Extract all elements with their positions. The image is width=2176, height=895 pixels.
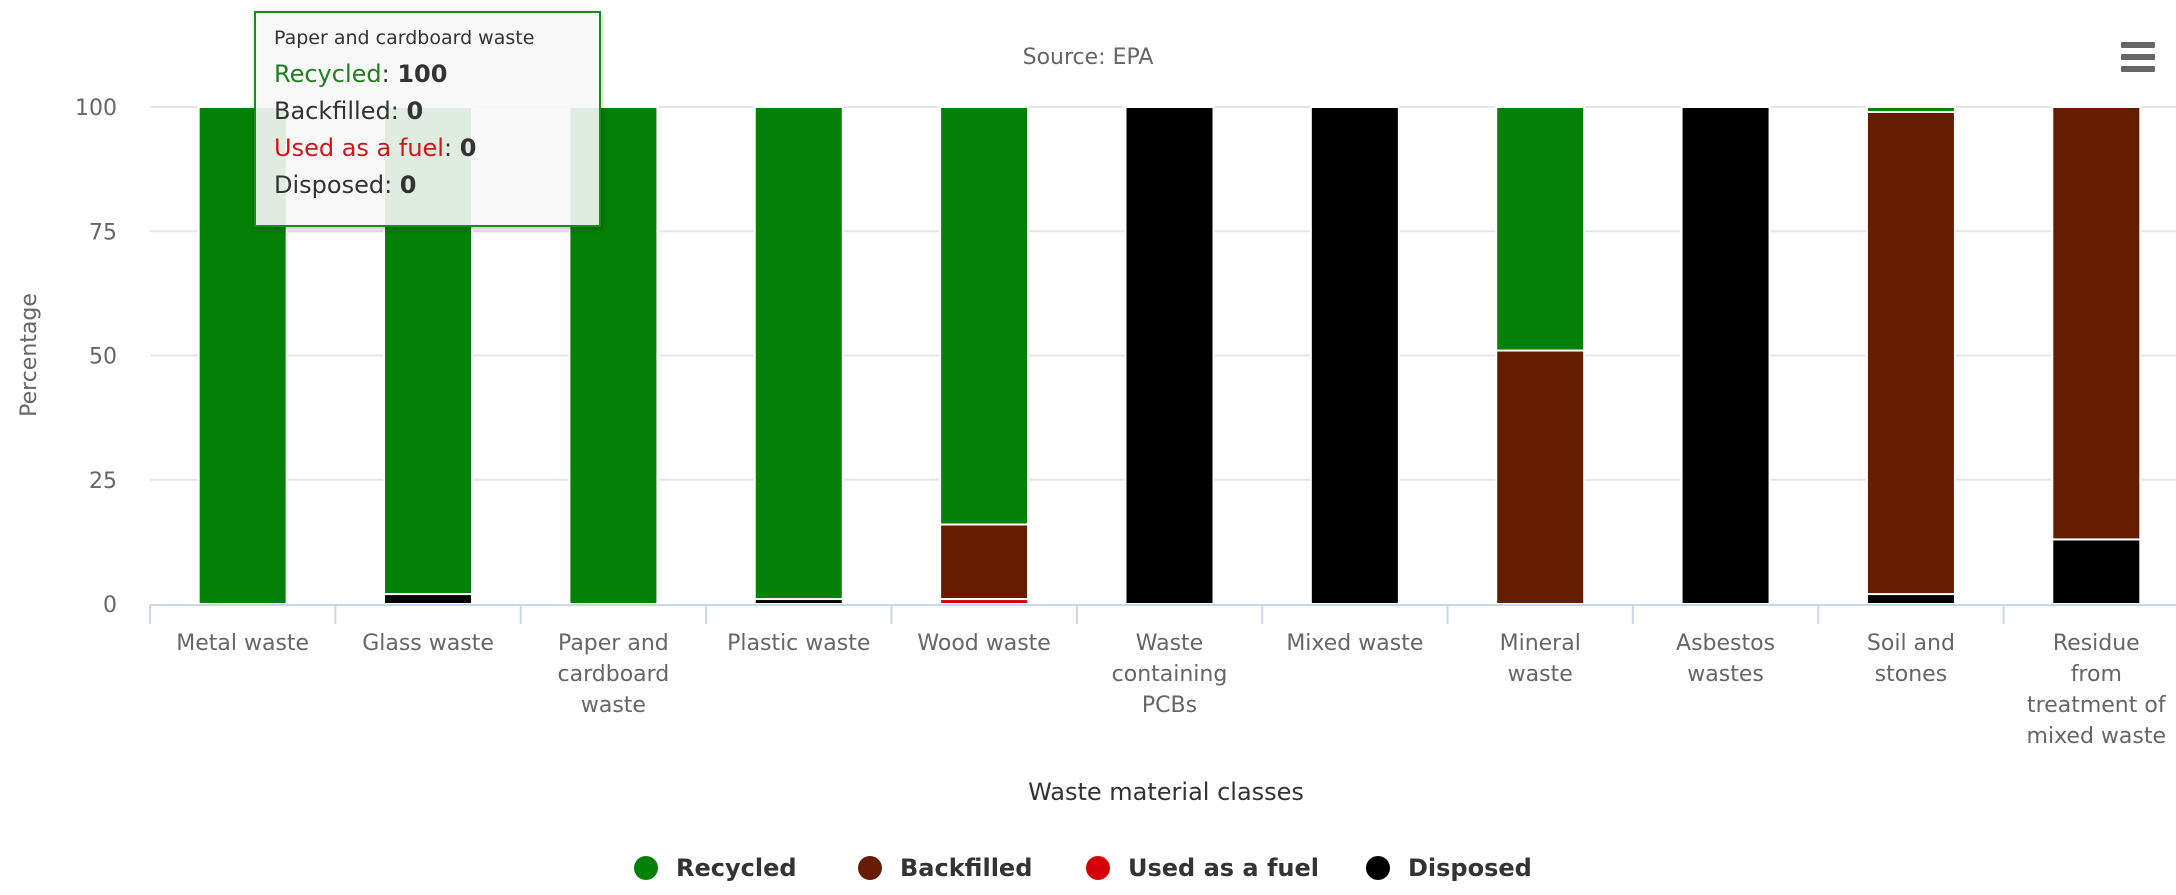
- tooltip-value-disposed: 0: [399, 171, 417, 199]
- x-tick-label: Paper and cardboard waste: [558, 631, 670, 718]
- x-tick-label: Residue from treatment of mixed waste: [2027, 631, 2167, 749]
- bar-disposed-mixed-waste[interactable]: [1309, 106, 1400, 605]
- y-axis-title: Percentage: [17, 293, 42, 417]
- x-tick-label: Asbestos wastes: [1676, 631, 1775, 687]
- bar-recycled-soil-and-stones[interactable]: [1865, 106, 1956, 113]
- x-tick-label: Mineral waste: [1500, 631, 1581, 687]
- x-tick-label: Glass waste: [362, 631, 494, 656]
- legend-label: Backfilled: [900, 854, 1032, 882]
- y-tick-label: 50: [89, 345, 117, 370]
- x-tick-label: Metal waste: [176, 631, 309, 656]
- y-tick-label: 100: [75, 96, 117, 121]
- tooltip-row-backfilled: Backfilled: 0: [274, 97, 424, 125]
- legend-item-used-as-a-fuel[interactable]: Used as a fuel: [1086, 854, 1319, 882]
- chart-subtitle: Source: EPA: [1023, 45, 1154, 70]
- bar-series: [197, 106, 2142, 606]
- bar-recycled-wood-waste[interactable]: [939, 106, 1030, 526]
- legend-marker-backfilled: [858, 856, 882, 880]
- bar-disposed-waste-containing-pcbs[interactable]: [1124, 106, 1215, 605]
- x-axis: Metal waste Glass waste Paper and cardboard…: [149, 604, 2176, 749]
- bar-disposed-residue-from-treatment-of-mixed-waste[interactable]: [2051, 538, 2142, 606]
- tooltip-row-used-as-fuel: Used as a fuel: 0: [274, 134, 477, 162]
- y-tick-label: 25: [89, 469, 117, 494]
- bar-disposed-soil-and-stones[interactable]: [1865, 593, 1956, 605]
- x-tick-label: Plastic waste: [727, 631, 870, 656]
- legend-item-recycled[interactable]: Recycled: [634, 854, 797, 882]
- tooltip-label-used-as-fuel: Used as a fuel: [274, 134, 444, 162]
- bar-backfilled-wood-waste[interactable]: [939, 523, 1030, 601]
- x-tick-label: Soil and stones: [1867, 631, 1955, 687]
- bar-backfilled-soil-and-stones[interactable]: [1865, 110, 1956, 596]
- legend-label: Used as a fuel: [1128, 854, 1319, 882]
- tooltip-label-recycled: Recycled: [274, 60, 382, 88]
- bar-backfilled-mineral-waste[interactable]: [1495, 349, 1586, 605]
- hamburger-menu-icon-line-2: [2121, 54, 2155, 60]
- bar-disposed-asbestos-wastes[interactable]: [1680, 106, 1771, 605]
- tooltip-value-recycled: 100: [397, 60, 448, 88]
- x-tick-label: Mixed waste: [1286, 631, 1423, 656]
- x-tick-label: Wood waste: [917, 631, 1050, 656]
- legend-label: Disposed: [1408, 854, 1532, 882]
- y-tick-label: 75: [89, 220, 117, 245]
- legend: Recycled Backfilled Used as a fuel Disposed: [634, 854, 1532, 882]
- hamburger-menu-icon-line-3: [2121, 66, 2155, 72]
- y-tick-label: 0: [103, 593, 117, 618]
- tooltip-header: Paper and cardboard waste: [274, 27, 535, 49]
- tooltip-value-backfilled: 0: [406, 97, 424, 125]
- legend-item-disposed[interactable]: Disposed: [1366, 854, 1532, 882]
- y-axis-ticks: 0 25 50 75 100: [75, 96, 117, 618]
- tooltip-label-backfilled: Backfilled: [274, 97, 391, 125]
- tooltip-row-disposed: Disposed: 0: [274, 171, 417, 199]
- legend-marker-disposed: [1366, 856, 1390, 880]
- bar-recycled-mineral-waste[interactable]: [1495, 106, 1586, 352]
- x-axis-title: Waste material classes: [1028, 778, 1304, 806]
- bar-recycled-plastic-waste[interactable]: [753, 106, 844, 601]
- legend-marker-recycled: [634, 856, 658, 880]
- chart-tooltip: Paper and cardboard waste Recycled: 100 …: [254, 11, 601, 227]
- legend-item-backfilled[interactable]: Backfilled: [858, 854, 1032, 882]
- tooltip-value-used-as-fuel: 0: [459, 134, 477, 162]
- chart-menu-button[interactable]: [2115, 36, 2161, 78]
- x-tick-label: Waste containing PCBs: [1112, 631, 1228, 718]
- tooltip-label-disposed: Disposed: [274, 171, 385, 199]
- hamburger-menu-icon: [2121, 42, 2155, 48]
- legend-marker-used-as-a-fuel: [1086, 856, 1110, 880]
- bar-disposed-glass-waste[interactable]: [383, 593, 474, 605]
- legend-label: Recycled: [676, 854, 797, 882]
- tooltip-row-recycled: Recycled: 100: [274, 60, 448, 88]
- bar-backfilled-residue-from-treatment-of-mixed-waste[interactable]: [2051, 106, 2142, 541]
